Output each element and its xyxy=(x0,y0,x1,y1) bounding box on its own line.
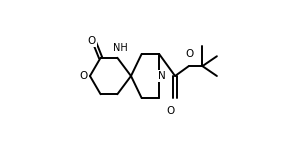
Text: N: N xyxy=(158,71,165,81)
Text: O: O xyxy=(167,106,175,116)
Text: O: O xyxy=(80,71,88,81)
Text: O: O xyxy=(186,49,194,59)
Text: NH: NH xyxy=(113,43,128,53)
Text: O: O xyxy=(88,36,96,46)
